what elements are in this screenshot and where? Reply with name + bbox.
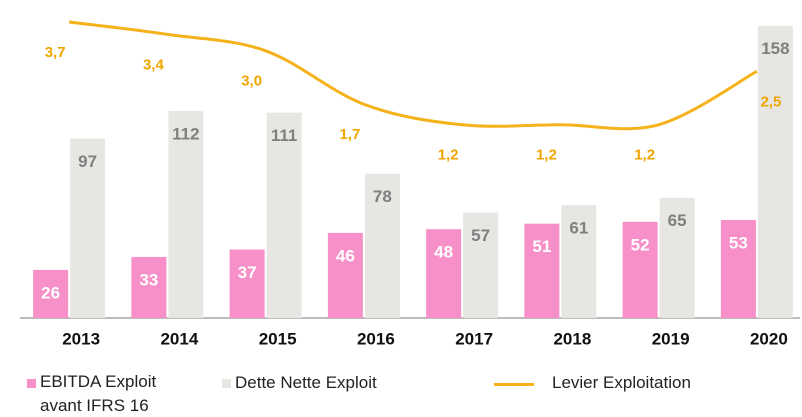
x-tick-label: 2019 xyxy=(652,329,690,348)
x-tick-label: 2015 xyxy=(259,329,297,348)
data-label: 57 xyxy=(471,226,490,245)
legend-label: EBITDA Exploit avant IFRS 16 xyxy=(40,372,157,415)
data-label: 61 xyxy=(569,219,588,238)
data-label: 51 xyxy=(532,237,551,256)
x-tick-label: 2017 xyxy=(455,329,493,348)
data-label: 48 xyxy=(434,243,453,262)
line-label: 1,2 xyxy=(536,147,557,164)
legend-swatch xyxy=(494,383,534,386)
bar xyxy=(524,223,560,318)
line-label: 1,7 xyxy=(339,126,360,143)
data-label: 37 xyxy=(238,263,257,282)
line-label: 3,0 xyxy=(241,73,262,90)
line-label: 1,2 xyxy=(438,147,459,164)
bar xyxy=(33,269,69,318)
line-label: 3,4 xyxy=(143,56,165,73)
bar xyxy=(659,197,695,318)
bar xyxy=(70,138,106,318)
line-label: 3,7 xyxy=(45,44,66,61)
bar xyxy=(131,256,167,318)
legend-item: EBITDA Exploit avant IFRS 16 xyxy=(27,372,190,417)
x-tick-label: 2014 xyxy=(160,329,198,348)
data-label: 26 xyxy=(41,283,60,302)
bar xyxy=(266,112,302,319)
x-tick-label: 2013 xyxy=(62,329,100,348)
legend-swatch xyxy=(222,379,231,388)
data-label: 65 xyxy=(668,211,687,230)
data-label: 111 xyxy=(271,126,298,145)
line-label: 1,2 xyxy=(634,147,655,164)
data-label: 33 xyxy=(139,270,158,289)
line xyxy=(68,20,758,131)
x-tick-label: 2016 xyxy=(357,329,395,348)
x-tick-label: 2018 xyxy=(553,329,591,348)
data-label: 112 xyxy=(172,124,199,143)
data-label: 78 xyxy=(373,187,392,206)
bar xyxy=(426,229,462,318)
data-label: 52 xyxy=(631,235,650,254)
legend-label: Dette Nette Exploit xyxy=(235,373,377,392)
bar xyxy=(229,249,265,318)
bar xyxy=(757,25,793,318)
x-tick-label: 2020 xyxy=(750,329,788,348)
data-label: 46 xyxy=(336,246,355,265)
legend-item: Dette Nette Exploit xyxy=(222,373,377,393)
data-label: 97 xyxy=(78,152,97,171)
data-label: 53 xyxy=(729,233,748,252)
legend-swatch xyxy=(27,379,36,388)
bar xyxy=(622,221,658,318)
legend-label: Levier Exploitation xyxy=(552,373,691,392)
line-label: 2,5 xyxy=(760,93,781,110)
bar xyxy=(561,205,597,318)
bar xyxy=(720,219,756,318)
plot: 2013 2014 2015 2016 2017 2018 2019 2020 26 33 37 46… xyxy=(20,20,800,348)
bar xyxy=(364,173,400,318)
bar xyxy=(168,110,204,318)
bar xyxy=(463,212,499,318)
data-label: 158 xyxy=(761,39,789,58)
legend-item: Levier Exploitation xyxy=(494,373,691,393)
legend: EBITDA Exploit avant IFRS 16 Dette Nette … xyxy=(0,370,802,417)
bar xyxy=(327,232,363,318)
